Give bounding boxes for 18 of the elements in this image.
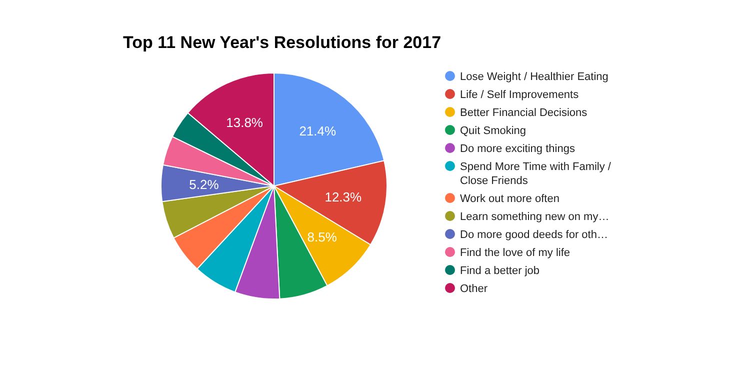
legend-label: Spend More Time with Family / Close Friends: [460, 161, 612, 187]
legend-label: Learn something new on my…: [460, 211, 610, 223]
legend-label: Do more good deeds for oth…: [460, 229, 608, 241]
legend-label: Other: [460, 283, 488, 295]
data-label: 21.4%: [299, 124, 336, 139]
legend-label: Work out more often: [460, 193, 560, 205]
chart-title: Top 11 New Year's Resolutions for 2017: [123, 33, 442, 52]
legend-label: Life / Self Improvements: [460, 89, 580, 101]
data-label: 5.2%: [189, 176, 220, 192]
legend-label: Do more exciting things: [460, 143, 576, 155]
legend-label: Quit Smoking: [460, 125, 526, 137]
legend-label: Find a better job: [460, 265, 540, 277]
data-label: 8.5%: [307, 229, 338, 244]
data-label: 12.3%: [324, 190, 362, 205]
legend-label: Better Financial Decisions: [460, 107, 588, 119]
legend-label: Lose Weight / Healthier Eating: [460, 71, 608, 83]
data-label: 13.8%: [226, 114, 264, 130]
legend-label: Find the love of my life: [460, 247, 570, 259]
